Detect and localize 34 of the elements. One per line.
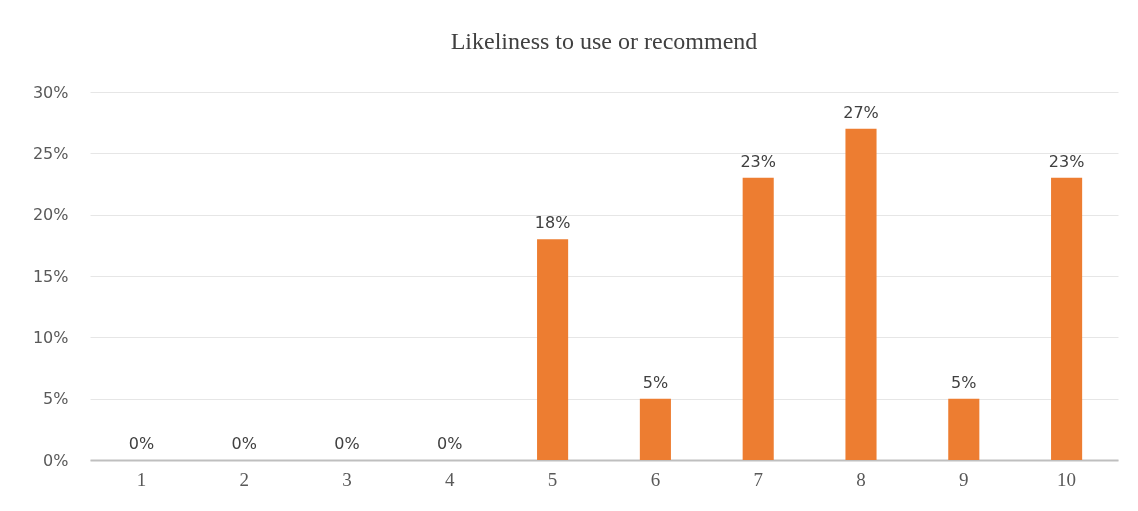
bar [639,398,671,460]
x-tick-label: 4 [445,468,456,490]
y-tick-label: 20% [32,205,69,225]
y-tick-label: 15% [32,266,69,286]
x-tick-label: 2 [239,468,249,490]
x-tick-label: 7 [753,468,763,490]
data-label: 23% [1048,151,1085,171]
bar [537,239,569,460]
data-label: 23% [740,151,776,171]
data-label: 5% [951,372,977,392]
bar [845,128,877,460]
data-label: 27% [843,102,879,122]
y-tick-label: 10% [32,327,69,347]
x-tick-label: 9 [959,468,969,490]
x-tick-label: 8 [856,468,866,490]
x-tick-label: 5 [547,468,558,490]
data-label: 5% [642,372,669,392]
data-label: 0% [128,434,155,453]
data-label: 0% [437,434,463,453]
y-tick-label: 30% [32,82,69,102]
y-tick-label: 5% [43,389,69,409]
x-tick-label: 3 [342,468,352,490]
data-label: 18% [534,213,571,233]
y-tick-label: 0% [43,450,69,470]
x-tick-label: 10 [1057,468,1077,490]
x-tick-label: 1 [136,468,147,490]
data-label: 0% [334,434,360,453]
y-tick-label: 25% [32,143,69,163]
bar [1051,177,1083,460]
bar [742,177,774,460]
x-tick-label: 6 [650,468,661,490]
bar [948,398,980,460]
data-label: 0% [231,434,257,453]
chart-title: Likeliness to use or recommend [450,28,758,54]
